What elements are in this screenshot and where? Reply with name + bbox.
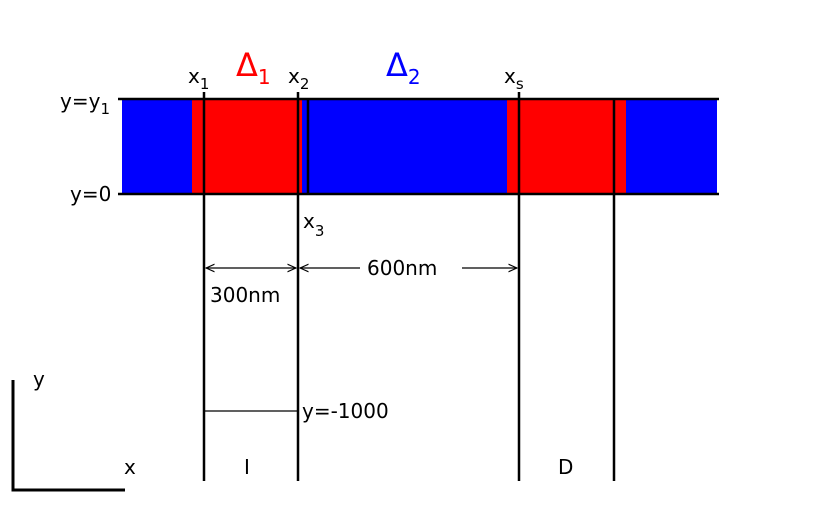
x3-label: x3 (303, 209, 324, 240)
axis-y-label: y (33, 367, 45, 391)
x1-label: x1 (188, 64, 209, 93)
delta1-label: Δ1 (236, 46, 271, 89)
x2-label: x2 (288, 64, 309, 93)
y-top-label: y=y1 (60, 89, 110, 118)
axes (11, 380, 125, 492)
xs-label: xs (504, 64, 524, 93)
delta2-label: Δ2 (386, 46, 421, 89)
dimension-arrows (204, 268, 517, 412)
width-600-label: 600nm (367, 256, 437, 280)
region-d-label: D (558, 455, 573, 479)
y-bottom-label: y=-1000 (302, 399, 389, 423)
band-red-right (507, 99, 626, 194)
axis-x-label: x (124, 455, 136, 479)
vertical-lines (202, 92, 616, 481)
y-zero-label: y=0 (70, 182, 111, 206)
band-edges (118, 97, 719, 196)
width-300-label: 300nm (210, 283, 280, 307)
band-red-left (192, 99, 302, 194)
region-i-label: I (244, 455, 250, 479)
